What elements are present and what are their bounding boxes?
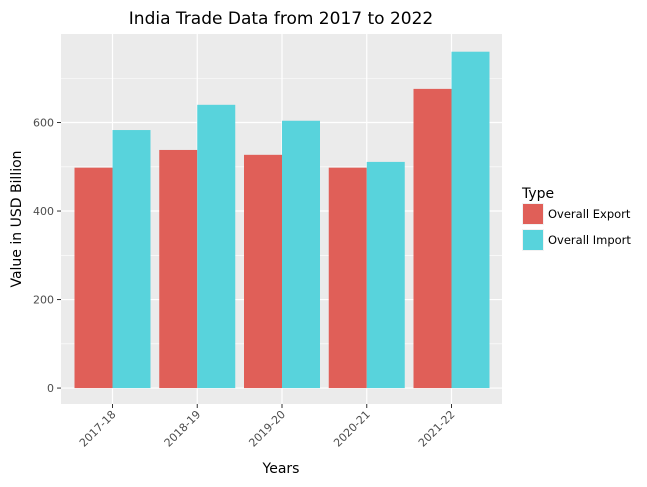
bars-group (74, 51, 490, 389)
bar-overall-export-2021-22 (413, 88, 452, 389)
legend-label: Overall Export (548, 207, 631, 221)
bar-overall-export-2017-18 (74, 167, 113, 389)
y-axis: 0 200 400 600 (33, 117, 61, 395)
y-tick-label: 0 (47, 382, 54, 395)
bar-overall-export-2018-19 (159, 149, 198, 389)
y-tick-label: 400 (33, 205, 54, 218)
legend: Type Overall Export Overall Import (521, 186, 631, 251)
y-tick-label: 600 (33, 117, 54, 130)
chart-title: India Trade Data from 2017 to 2022 (129, 9, 433, 29)
bar-overall-import-2020-21 (366, 161, 405, 389)
legend-swatch (523, 204, 543, 224)
bar-overall-import-2017-18 (112, 130, 151, 389)
bar-overall-export-2019-20 (244, 154, 282, 389)
bar-overall-import-2018-19 (197, 104, 236, 389)
x-axis-title: Years (262, 461, 300, 477)
bar-overall-export-2020-21 (328, 167, 367, 389)
bar-overall-import-2019-20 (282, 120, 320, 389)
bar-overall-import-2021-22 (451, 51, 490, 389)
y-tick-label: 200 (33, 294, 54, 307)
legend-swatch (523, 230, 543, 250)
y-axis-title: Value in USD Billion (9, 150, 25, 287)
legend-label: Overall Import (548, 233, 631, 247)
legend-title: Type (521, 186, 554, 202)
